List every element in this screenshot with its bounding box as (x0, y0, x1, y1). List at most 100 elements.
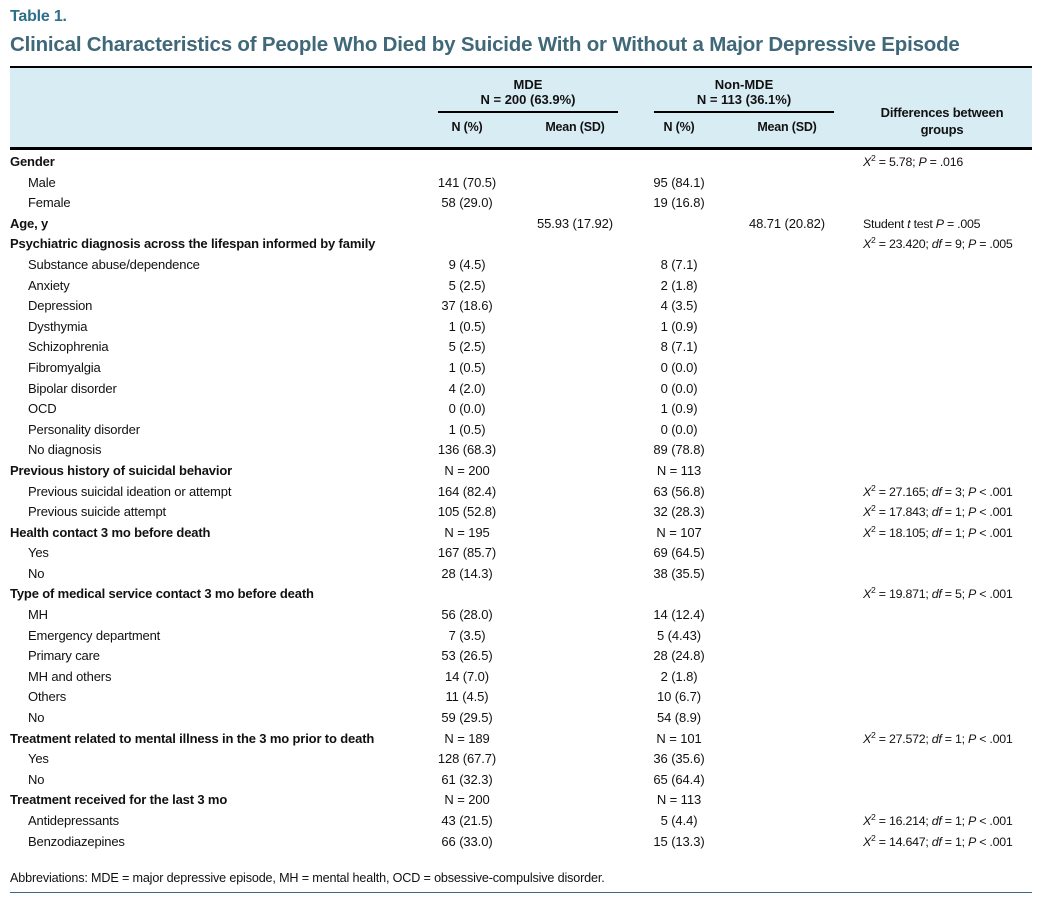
row-label: Depression (28, 298, 93, 314)
cell-c1: 136 (68.3) (437, 442, 497, 458)
cell-c2: 55.93 (17.92) (536, 215, 614, 231)
cell-differences (852, 420, 1032, 441)
cell-differences (852, 296, 1032, 317)
table-row: Male 141 (70.5) 95 (84.1) (10, 173, 1032, 194)
cell-c2 (514, 379, 636, 400)
row-label: Schizophrenia (28, 339, 109, 355)
table-row: Bipolar disorder 4 (2.0) 0 (0.0) (10, 379, 1032, 400)
cell-c1: 14 (7.0) (444, 668, 489, 684)
cell-c3: N = 113 (656, 462, 702, 478)
cell-differences (852, 317, 1032, 338)
cell-c1: 141 (70.5) (437, 174, 497, 190)
cell-c2 (514, 440, 636, 461)
cell-differences: X2 = 5.78; P = .016 (863, 152, 963, 169)
cell-c2 (514, 811, 636, 832)
table-row: MH and others 14 (7.0) 2 (1.8) (10, 667, 1032, 688)
cell-c3: N = 101 (656, 730, 702, 746)
cell-c4 (722, 482, 852, 503)
table-row: Previous suicidal ideation or attempt 164… (10, 482, 1032, 503)
row-label: Gender (10, 154, 55, 169)
cell-differences (852, 379, 1032, 400)
cell-c2 (514, 770, 636, 791)
cell-c4 (722, 193, 852, 214)
cell-c1: 7 (3.5) (448, 627, 486, 643)
table-row: Primary care 53 (26.5) 28 (24.8) (10, 646, 1032, 667)
mde-group-underline (438, 111, 618, 113)
cell-differences (852, 461, 1032, 482)
cell-c1: 58 (29.0) (441, 195, 493, 211)
cell-c4 (722, 523, 852, 544)
cell-differences: X2 = 23.420; df = 9; P = .005 (863, 235, 1013, 252)
cell-c2 (514, 564, 636, 585)
table-row: OCD 0 (0.0) 1 (0.9) (10, 399, 1032, 420)
column-header-nonmde-mean: Mean (SD) (757, 120, 817, 134)
row-label: Female (28, 195, 71, 211)
row-label: Age, y (10, 215, 49, 231)
cell-c2 (514, 152, 636, 173)
cell-c2 (514, 543, 636, 564)
nonmde-group-name: Non-MDE (714, 77, 774, 92)
cell-c4 (722, 687, 852, 708)
cell-differences: X2 = 18.105; df = 1; P < .001 (863, 523, 1013, 540)
table-row: Type of medical service contact 3 mo bef… (10, 584, 1032, 605)
cell-c1: 28 (14.3) (441, 565, 493, 581)
row-label: Health contact 3 mo before death (10, 524, 211, 540)
cell-differences (852, 255, 1032, 276)
cell-c2 (514, 832, 636, 853)
cell-c2 (514, 646, 636, 667)
cell-differences (852, 605, 1032, 626)
table-row: Gender X2 = 5.78; P = .016 (10, 152, 1032, 173)
row-label: Male (28, 174, 56, 190)
table-row: MH 56 (28.0) 14 (12.4) (10, 605, 1032, 626)
table-row: Emergency department 7 (3.5) 5 (4.43) (10, 626, 1032, 647)
cell-c2 (514, 296, 636, 317)
page-title: Clinical Characteristics of People Who D… (10, 33, 960, 56)
cell-c1: 5 (2.5) (448, 339, 486, 355)
row-label: Emergency department (28, 627, 161, 643)
cell-c4 (722, 296, 852, 317)
cell-differences: X2 = 27.165; df = 3; P < .001 (863, 482, 1013, 499)
row-label: Anxiety (28, 277, 70, 293)
cell-c1: 1 (0.5) (448, 421, 486, 437)
cell-c4 (722, 379, 852, 400)
table-row: Previous history of suicidal behavior N =… (10, 461, 1032, 482)
cell-differences (852, 687, 1032, 708)
cell-c4 (722, 749, 852, 770)
cell-c1: 53 (26.5) (441, 648, 493, 664)
table-row: Dysthymia 1 (0.5) 1 (0.9) (10, 317, 1032, 338)
cell-c2 (514, 399, 636, 420)
row-label: OCD (28, 401, 57, 417)
row-label: Yes (28, 751, 49, 767)
column-group-nonmde: Non-MDE N = 113 (36.1%) (636, 68, 852, 113)
row-label: Antidepressants (28, 813, 119, 828)
cell-differences (852, 790, 1032, 811)
cell-c3: 36 (35.6) (653, 751, 705, 767)
cell-c3 (636, 234, 722, 255)
cell-c4 (722, 605, 852, 626)
cell-c2 (514, 193, 636, 214)
cell-c2 (514, 317, 636, 338)
cell-c1: N = 200 (444, 462, 490, 478)
row-label: Treatment received for the last 3 mo (10, 792, 228, 808)
table-row: Others 11 (4.5) 10 (6.7) (10, 687, 1032, 708)
column-header-nonmde-n: N (%) (663, 120, 695, 134)
cell-c2 (514, 667, 636, 688)
cell-c3: 4 (3.5) (660, 298, 698, 314)
row-label: Dysthymia (28, 318, 88, 334)
cell-c3: 15 (13.3) (653, 833, 705, 849)
cell-c4 (722, 461, 852, 482)
cell-c1 (420, 234, 514, 255)
differences-header-line1: Differences between (880, 105, 1004, 120)
cell-differences (852, 543, 1032, 564)
cell-c2 (514, 790, 636, 811)
cell-c1 (420, 152, 514, 173)
cell-c2 (514, 482, 636, 503)
cell-c3: 2 (1.8) (660, 277, 698, 293)
cell-differences (852, 708, 1032, 729)
cell-c1: 56 (28.0) (441, 607, 493, 623)
cell-c2 (514, 276, 636, 297)
table-row: No diagnosis 136 (68.3) 89 (78.8) (10, 440, 1032, 461)
cell-c4 (722, 173, 852, 194)
cell-c2 (514, 461, 636, 482)
